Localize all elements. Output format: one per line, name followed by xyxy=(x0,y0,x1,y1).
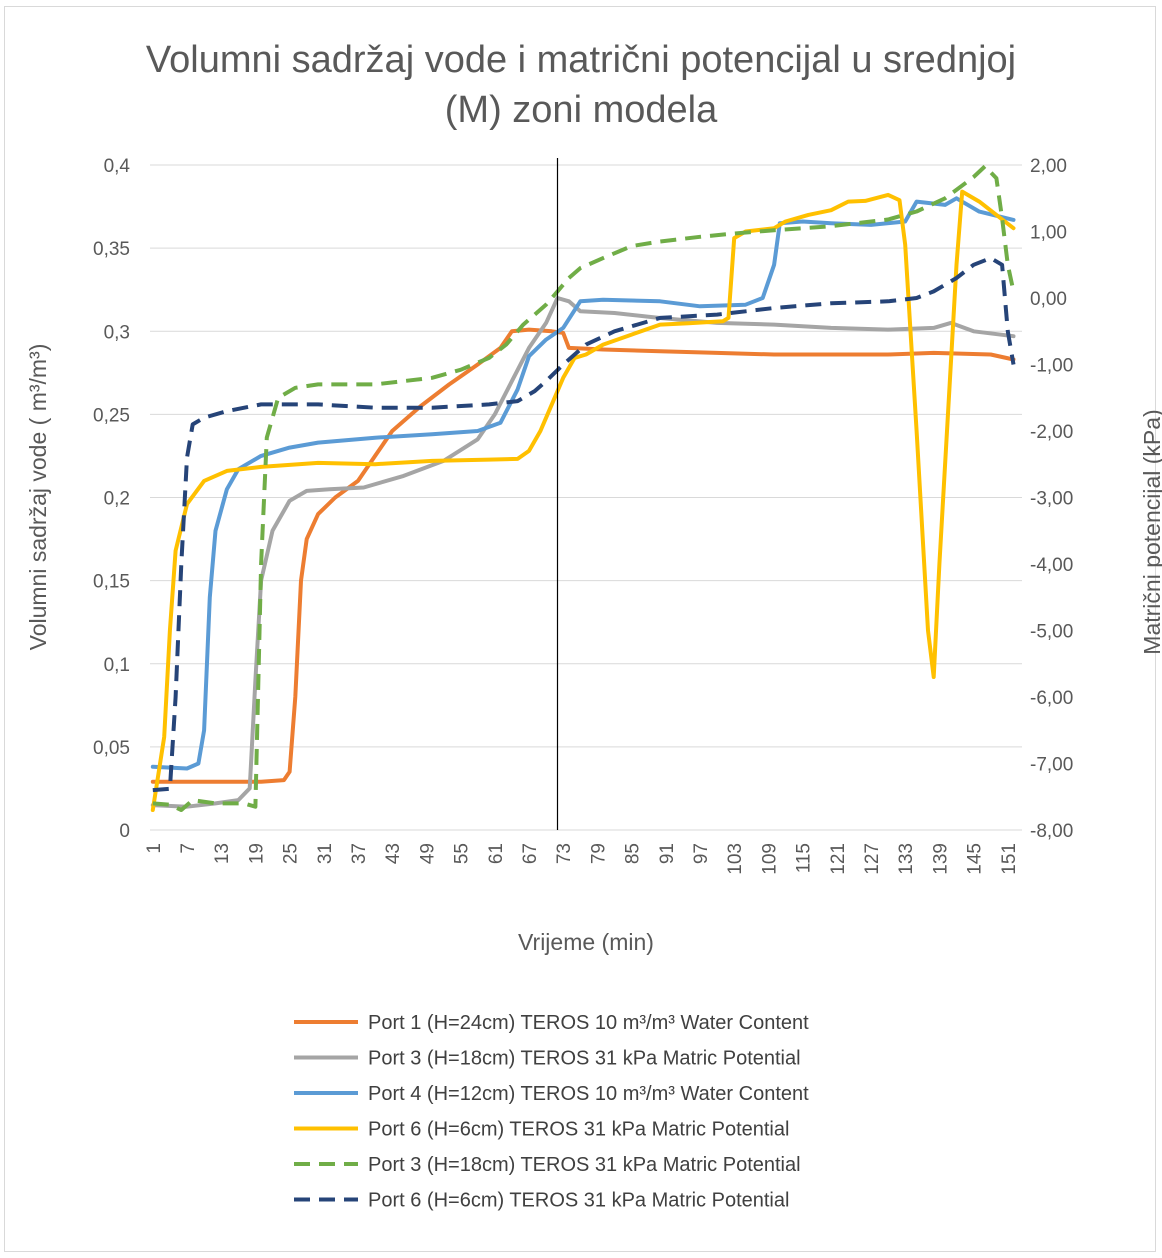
y-right-tick-label: -5,00 xyxy=(1030,622,1073,643)
x-tick-label: 67 xyxy=(520,843,541,864)
y-left-tick-label: 0,15 xyxy=(93,572,130,593)
series-line-3 xyxy=(150,196,1016,771)
x-tick-label: 109 xyxy=(759,843,780,875)
y-right-tick-label: -7,00 xyxy=(1030,755,1073,776)
legend-label: Port 4 (H=12cm) TEROS 10 m³/m³ Water Con… xyxy=(368,1083,809,1105)
x-tick-label: 13 xyxy=(212,843,233,864)
y-right-tick-label: -8,00 xyxy=(1030,821,1073,842)
x-tick-label: 7 xyxy=(178,843,199,854)
y-axis-left-title: Volumni sadržaj vode ( m³/m³) xyxy=(25,344,51,651)
x-tick-label: 115 xyxy=(794,843,815,873)
legend-label: Port 6 (H=6cm) TEROS 31 kPa Matric Poten… xyxy=(368,1190,789,1212)
y-right-tick-label: -6,00 xyxy=(1030,688,1073,709)
x-tick-label: 43 xyxy=(383,843,404,864)
x-tick-label: 85 xyxy=(623,843,644,864)
legend-label: Port 6 (H=6cm) TEROS 31 kPa Matric Poten… xyxy=(368,1119,789,1141)
series-line-2 xyxy=(150,296,1016,809)
series-lines xyxy=(150,164,1016,812)
legend-label: Port 1 (H=24cm) TEROS 10 m³/m³ Water Con… xyxy=(368,1012,809,1034)
x-tick-label: 151 xyxy=(999,843,1020,875)
x-tick-label: 127 xyxy=(862,843,883,875)
x-tick-label: 55 xyxy=(452,843,473,864)
y-left-tick-label: 0,3 xyxy=(104,322,130,343)
y-right-tick-label: -1,00 xyxy=(1030,356,1073,377)
x-tick-label: 31 xyxy=(315,843,336,864)
x-tick-label: 91 xyxy=(657,843,678,864)
x-tick-label: 121 xyxy=(828,843,849,875)
y-left-tick-label: 0,35 xyxy=(93,239,130,260)
x-tick-label: 61 xyxy=(486,843,507,864)
series-line-5 xyxy=(152,164,1016,812)
series-line-1 xyxy=(150,327,1016,784)
series-line-4 xyxy=(150,189,1016,812)
y-axis-right-title: Matrični potencijal (kPa) xyxy=(1139,409,1162,654)
y-axis-right-ticks: -8,00 -7,00 -6,00 -5,00 -4,00 -3,00 -2,00 -1,00… xyxy=(1030,156,1073,842)
x-tick-label: 145 xyxy=(965,843,986,875)
legend-label: Port 3 (H=18cm) TEROS 31 kPa Matric Pote… xyxy=(368,1154,801,1176)
x-tick-label: 139 xyxy=(930,843,951,875)
chart-title-line2: (M) zoni modela xyxy=(445,89,718,131)
y-right-tick-label: -3,00 xyxy=(1030,489,1073,510)
y-left-tick-label: 0,1 xyxy=(104,655,130,676)
y-right-tick-label: 2,00 xyxy=(1030,156,1067,177)
x-tick-label: 1 xyxy=(144,843,165,854)
chart-title-line1: Volumni sadržaj vode i matrični potencij… xyxy=(146,39,1016,81)
y-left-tick-label: 0,4 xyxy=(104,156,131,177)
y-axis-left-ticks: 0 0,05 0,1 0,15 0,2 0,25 0,3 0,35 0,4 xyxy=(93,156,130,842)
x-tick-label: 103 xyxy=(725,843,746,875)
y-left-tick-label: 0,25 xyxy=(93,405,130,426)
y-right-tick-label: -4,00 xyxy=(1030,555,1073,576)
x-tick-label: 133 xyxy=(896,843,917,875)
series-line-6 xyxy=(152,256,1016,793)
x-axis-ticks: 1 7 13 19 25 31 37 43 49 55 61 67 73 79 85 91 97 103 109 11… xyxy=(144,843,1020,875)
y-left-tick-label: 0,2 xyxy=(104,489,130,510)
legend-label: Port 3 (H=18cm) TEROS 31 kPa Matric Pote… xyxy=(368,1048,801,1070)
chart-frame xyxy=(4,6,1156,1252)
x-tick-label: 73 xyxy=(554,843,575,864)
y-left-tick-label: 0,05 xyxy=(93,738,130,759)
legend: Port 1 (H=24cm) TEROS 10 m³/m³ Water Con… xyxy=(294,1012,809,1212)
y-left-tick-label: 0 xyxy=(119,821,130,842)
gridlines xyxy=(150,164,1022,831)
y-right-tick-label: -2,00 xyxy=(1030,422,1073,443)
x-tick-label: 79 xyxy=(588,843,609,864)
y-right-tick-label: 0,00 xyxy=(1030,289,1067,310)
x-tick-label: 97 xyxy=(691,843,712,864)
y-right-tick-label: 1,00 xyxy=(1030,223,1067,244)
x-tick-label: 19 xyxy=(246,843,267,864)
x-axis-title: Vrijeme (min) xyxy=(518,929,654,955)
x-tick-label: 37 xyxy=(349,843,370,864)
x-tick-label: 49 xyxy=(417,843,438,864)
x-tick-label: 25 xyxy=(281,843,302,864)
